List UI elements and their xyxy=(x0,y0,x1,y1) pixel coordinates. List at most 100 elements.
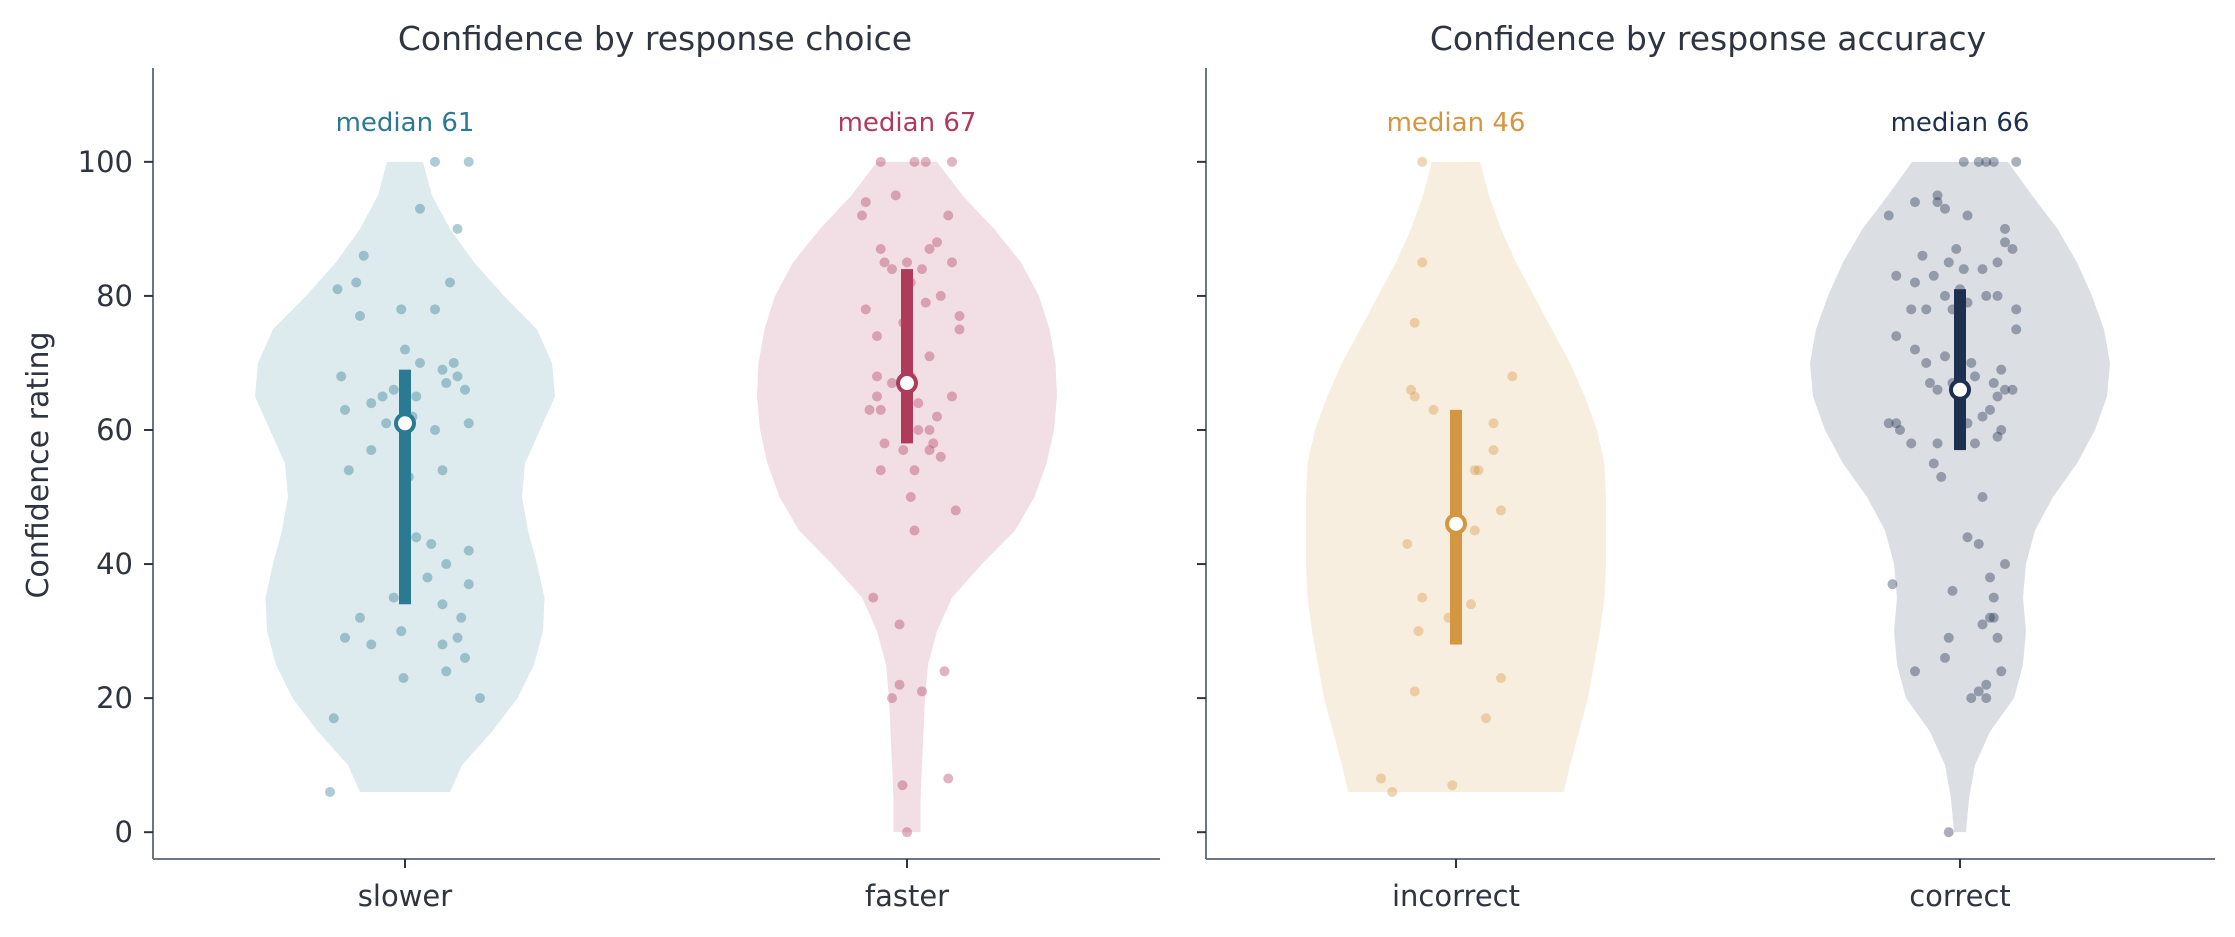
data-point xyxy=(1932,190,1943,201)
data-point xyxy=(917,264,927,275)
data-point xyxy=(875,465,886,476)
data-point xyxy=(857,210,867,221)
data-point xyxy=(400,344,410,355)
data-point xyxy=(902,257,912,268)
data-point xyxy=(358,250,369,261)
violin-body xyxy=(1810,161,2110,833)
data-point xyxy=(1387,786,1398,797)
data-point xyxy=(452,632,463,643)
violin-group-correct: median 66 correct xyxy=(1810,108,2110,913)
data-point xyxy=(1936,471,1947,482)
data-point xyxy=(924,243,935,254)
data-point xyxy=(366,639,377,650)
data-point xyxy=(898,445,909,456)
data-point xyxy=(935,290,946,301)
data-point xyxy=(1469,525,1480,536)
data-point xyxy=(2011,324,2022,335)
data-point xyxy=(1958,264,1969,275)
x-tick-label: slower xyxy=(358,879,452,913)
data-point xyxy=(932,411,942,422)
data-point xyxy=(909,465,920,476)
data-point xyxy=(411,532,422,543)
data-point xyxy=(1977,264,1988,275)
y-axis-label: Confidence rating xyxy=(21,331,56,598)
data-point xyxy=(1992,391,2003,402)
data-point xyxy=(441,666,452,677)
data-point xyxy=(1473,465,1484,476)
data-point xyxy=(1996,666,2007,677)
data-point xyxy=(340,404,350,415)
panel-response-accuracy: Confidence by response accuracy median 4… xyxy=(1197,19,2215,913)
data-point xyxy=(1981,156,1992,167)
data-point xyxy=(1962,210,1973,221)
data-point xyxy=(1406,384,1416,395)
data-point xyxy=(1488,445,1499,456)
data-point xyxy=(1992,431,2003,442)
data-point xyxy=(924,351,935,362)
data-point xyxy=(1973,156,1984,167)
data-point xyxy=(430,156,440,167)
data-point xyxy=(2011,156,2022,167)
data-point xyxy=(909,525,920,536)
data-point xyxy=(932,237,942,248)
data-point xyxy=(1981,693,1992,704)
median-marker xyxy=(1949,378,1971,401)
data-point xyxy=(1887,579,1898,590)
data-point xyxy=(396,304,407,315)
median-label: median 66 xyxy=(1891,108,2030,138)
data-point xyxy=(445,277,455,288)
data-point xyxy=(917,686,927,697)
data-point xyxy=(355,612,365,623)
data-point xyxy=(1970,371,1980,382)
data-point xyxy=(2007,243,2018,254)
median-marker xyxy=(394,412,416,435)
data-point xyxy=(879,257,890,268)
data-point xyxy=(939,666,950,677)
data-point xyxy=(1962,532,1973,543)
median-label: median 61 xyxy=(336,108,475,138)
data-point xyxy=(887,693,897,704)
data-point xyxy=(1940,203,1950,214)
data-point xyxy=(1928,458,1939,469)
data-point xyxy=(1906,438,1917,449)
data-point xyxy=(1966,357,1977,368)
data-point xyxy=(1895,424,1905,435)
data-point xyxy=(336,371,347,382)
data-point xyxy=(460,652,470,663)
data-point xyxy=(920,297,931,308)
data-point xyxy=(377,391,388,402)
data-point xyxy=(463,579,474,590)
data-point xyxy=(437,599,448,610)
data-point xyxy=(1417,257,1428,268)
data-point xyxy=(456,612,467,623)
data-point xyxy=(1988,156,1999,167)
data-point xyxy=(887,378,897,389)
data-point xyxy=(1891,270,1902,281)
data-point xyxy=(426,538,437,549)
data-point xyxy=(1921,304,1932,315)
data-point xyxy=(415,357,425,368)
data-point xyxy=(943,210,954,221)
violin-group-incorrect: median 46 incorrect xyxy=(1306,108,1606,913)
y-tick-label: 0 xyxy=(115,815,133,849)
data-point xyxy=(1417,156,1428,167)
data-point xyxy=(1943,257,1954,268)
data-point xyxy=(463,156,474,167)
data-point xyxy=(954,324,965,335)
data-point xyxy=(905,492,916,503)
data-point xyxy=(913,424,924,435)
data-point xyxy=(1977,492,1988,503)
data-point xyxy=(890,190,901,201)
data-point xyxy=(1951,243,1962,254)
data-point xyxy=(1996,364,2007,375)
data-point xyxy=(872,371,882,382)
data-point xyxy=(1988,592,1999,603)
data-point xyxy=(913,398,924,409)
data-point xyxy=(1932,438,1943,449)
data-point xyxy=(1958,156,1969,167)
data-point xyxy=(411,391,422,402)
data-point xyxy=(1417,592,1428,603)
data-point xyxy=(1409,686,1420,697)
data-point xyxy=(950,505,961,516)
